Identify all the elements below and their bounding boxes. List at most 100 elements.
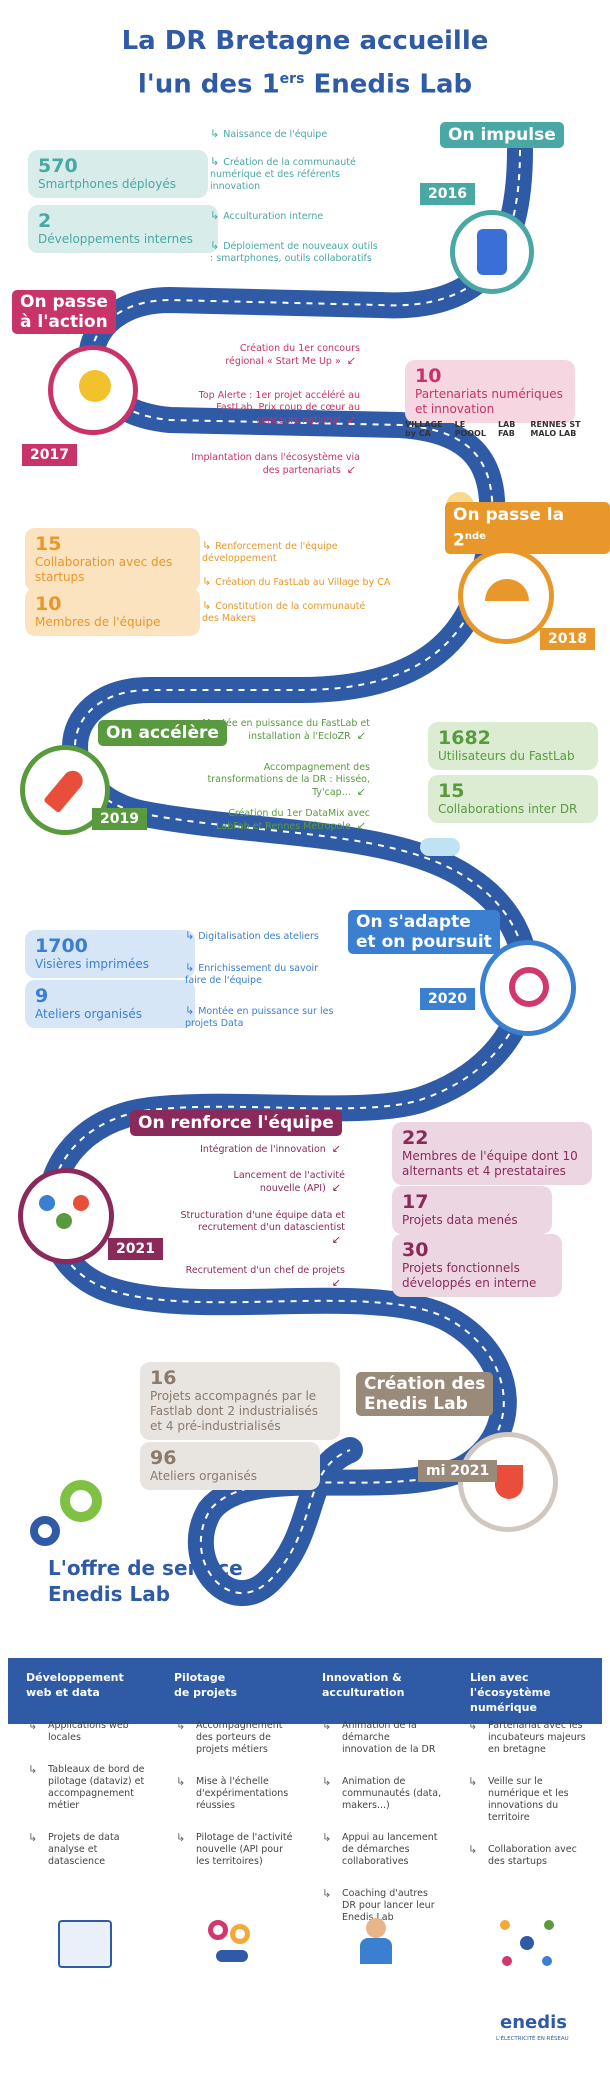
team-network-icon [39,1195,93,1231]
enedis-tagline: L'ÉLECTRICITÉ EN RÉSEAU [496,2036,569,2042]
service-item: ↳ Tableaux de bord de pilotage (dataviz) … [28,1763,145,1812]
smartphone-icon [477,229,507,275]
item-2020-1: ↳ Digitalisation des ateliers [185,929,319,943]
section-label-action: On passe à l'action [12,290,116,334]
section-label-accelere: On accélère [98,720,227,746]
item-2020-3: ↳ Montée en puissance sur les projets Dat… [185,1004,334,1030]
dashboard-chart-icon [58,1920,112,1968]
year-badge-2020: 2020 [420,988,475,1010]
circle-2017 [48,345,138,435]
gear-green-icon [60,1480,102,1522]
stat-ateliers-mi2021: 96 Ateliers organisés [140,1442,320,1490]
logo-labfab: LAB FAB [497,420,516,438]
service-col-dev: ↳ Applications web locales ↳ Tableaux de b… [28,1720,148,1888]
item-2017-1: Création du 1er concours régional « Star… [225,343,360,367]
services-grid: Développement web et data Pilotage de proj… [8,1658,602,1715]
item-2018-3: ↳ Constitution de la communauté des Maker… [202,599,366,625]
stat-partenariats: 10 Partenariats numériques et innovation [405,360,575,423]
stat-startups: 15 Collaboration avec des startups [25,528,200,591]
year-badge-2016: 2016 [420,183,475,205]
item-2016-4: ↳ Déploiement de nouveaux outils : smartp… [210,239,378,265]
item-2017-3: Implantation dans l'écosystème via des p… [191,452,360,476]
section-label-adapte: On s'adapte et on poursuit [348,910,500,954]
title-line-1: La DR Bretagne accueille [121,26,489,56]
stat-dev-internes: 2 Développements internes [28,205,218,253]
item-2019-1: Montée en puissance du FastLab et instal… [202,718,370,742]
title-line-2: l'un des 1ers Enedis Lab [137,69,473,100]
service-item: ↳ Animation de communautés (data, makers.… [322,1775,442,1812]
gears-hand-icon [208,1920,256,1968]
service-item: ↳ Applications web locales [28,1719,129,1744]
year-badge-2018: 2018 [540,628,595,650]
item-2019-2: Accompagnement des transformations de la… [207,762,370,798]
item-2016-3: ↳ Acculturation interne [210,209,324,223]
stat-visieres: 1700 Visières imprimées [25,930,195,978]
service-item: ↳ Projets de data analyse et datascience [28,1831,120,1868]
presenter-icon [352,1918,400,1970]
rocket-icon [43,766,87,814]
section-label-creation: Création des Enedis Lab [356,1372,494,1416]
logo-rennes: RENNES ST MALO LAB [530,420,581,438]
year-badge-2019: 2019 [92,808,147,830]
item-2016-1: ↳ Naissance de l'équipe [210,127,328,141]
year-badge-mi2021: mi 2021 [418,1460,498,1482]
item-2019-3: Création du 1er DataMix avec LabFab et R… [216,808,370,832]
item-2021-3: Structuration d'une équipe data et recru… [180,1210,345,1246]
service-col-innovation: ↳ Animation de la démarche innovation de … [322,1720,442,1944]
service-item: ↳ Coaching d'autres DR pour lancer leur E… [322,1887,435,1924]
service-head-innovation: Innovation & acculturation [322,1671,405,1699]
service-head-ecosysteme: Lien avec l'écosystème numérique [470,1671,551,1714]
network-people-icon [500,1920,554,1968]
service-item: ↳ Animation de la démarche innovation de … [322,1719,436,1756]
speedometer-icon [485,579,529,601]
service-item: ↳ Veille sur le numérique et les innovati… [468,1775,569,1824]
circle-2020 [480,940,576,1036]
service-item: ↳ Mise à l'échelle d'expérimentations réu… [176,1775,289,1812]
stat-projets-fonctionnels: 30 Projets fonctionnels développés en int… [392,1234,562,1297]
lightbulb-gear-icon [79,370,111,402]
section-label-renforce: On renforce l'équipe [130,1110,342,1136]
gear-blue-icon [30,1516,60,1546]
stat-projets-accompagnes: 16 Projets accompagnés par le Fastlab don… [140,1362,340,1440]
circle-2018 [458,548,554,644]
services-header [8,1658,602,1724]
year-badge-2021: 2021 [108,1238,163,1260]
stat-utilisateurs-fastlab: 1682 Utilisateurs du FastLab [428,722,598,770]
logo-village: VILLAGE by CA [405,420,443,438]
offer-title: L'offre de service Enedis Lab [48,1556,243,1606]
stat-smartphones: 570 Smartphones déployés [28,150,208,198]
item-2020-2: ↳ Enrichissement du savoir faire de l'équ… [185,961,319,987]
stat-membres-2021: 22 Membres de l'équipe dont 10 alternants… [392,1122,592,1185]
service-head-pilotage: Pilotage de projets [174,1671,238,1699]
circle-2021 [18,1168,114,1264]
service-item: ↳ Pilotage de l'activité nouvelle (API po… [176,1831,293,1868]
refresh-gear-icon [509,967,549,1007]
service-head-dev: Développement web et data [26,1671,124,1699]
circle-2016 [450,210,534,294]
section-label-impulse: On impulse [440,122,564,148]
item-2016-2: ↳ Création de la communauté numérique et … [210,155,356,193]
page-title: La DR Bretagne accueille l'un des 1ers E… [0,22,610,104]
logo-poool: LE POOOL [454,420,486,438]
service-col-ecosysteme: ↳ Partenariat avec les incubateurs majeur… [468,1720,588,1888]
partner-logos: VILLAGE by CA LE POOOL LAB FAB RENNES ST… [405,420,585,438]
lab-flask-icon [495,1465,523,1499]
cloud-icon [420,838,460,856]
service-col-pilotage: ↳ Accompagnement des porteurs de projets … [176,1720,296,1888]
service-item: ↳ Appui au lancement de démarches collabo… [322,1831,438,1868]
item-2017-2: Top Alerte : 1er projet accéléré au Fast… [198,390,360,426]
item-2018-1: ↳ Renforcement de l'équipe développement [202,539,338,565]
service-item: ↳ Accompagnement des porteurs de projets … [176,1719,283,1756]
service-item: ↳ Collaboration avec des startups [468,1843,577,1868]
section-label-seconde: On passe la 2nde [445,502,610,554]
item-2021-2: Lancement de l'activité nouvelle (API) ↙ [233,1170,345,1194]
year-badge-2017: 2017 [22,444,77,466]
item-2018-2: ↳ Création du FastLab au Village by CA [202,575,391,589]
stat-collab-inter-dr: 15 Collaborations inter DR [428,775,598,823]
stat-projets-data: 17 Projets data menés [392,1186,552,1234]
item-2021-4: Recrutement d'un chef de projets↙ [185,1265,345,1289]
stat-ateliers-2020: 9 Ateliers organisés [25,980,195,1028]
item-2021-1: Intégration de l'innovation ↙ [200,1142,341,1156]
circle-mi2021 [458,1432,558,1532]
